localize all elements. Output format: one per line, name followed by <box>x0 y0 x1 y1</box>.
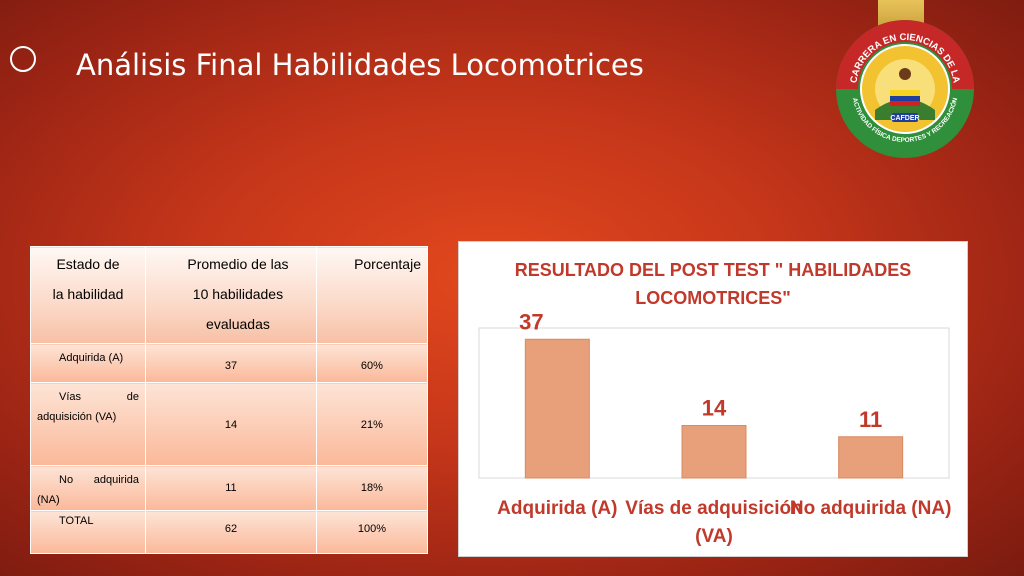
chart-canvas: RESULTADO DEL POST TEST " HABILIDADES LO… <box>478 260 952 547</box>
table-row: No adquirida (NA) 11 18% <box>29 465 429 511</box>
table-row: Adquirida (A) 37 60% <box>29 343 429 383</box>
cell-promedio: 62 <box>145 510 317 554</box>
cell-estado: Vías de adquisición (VA) <box>29 382 147 466</box>
cafder-logo: CAFDER CARRERA EN CIENCIAS DE LA ACTIVID… <box>834 18 976 165</box>
data-label-1: 14 <box>702 396 727 421</box>
header-porcentaje: Porcentaje <box>315 246 429 344</box>
chart-title-line-1: RESULTADO DEL POST TEST " HABILIDADES <box>515 260 912 280</box>
bar-2 <box>838 436 904 479</box>
chart-title-line-2: LOCOMOTRICES" <box>635 288 791 308</box>
cell-estado: No adquirida (NA) <box>29 465 147 511</box>
cell-porcentaje: 18% <box>315 465 429 511</box>
cell-estado: Adquirida (A) <box>29 343 147 383</box>
slide-title: Análisis Final Habilidades Locomotrices <box>76 48 644 82</box>
data-label-0: 37 <box>519 309 543 334</box>
category-label-2-0: No adquirida (NA) <box>790 498 952 519</box>
logo-acronym: CAFDER <box>890 115 919 122</box>
bar-chart: RESULTADO DEL POST TEST " HABILIDADES LO… <box>458 241 968 557</box>
cell-promedio: 37 <box>145 343 317 383</box>
data-label-2: 11 <box>859 407 882 432</box>
cell-porcentaje: 60% <box>315 343 429 383</box>
bar-0 <box>524 338 590 479</box>
table-header-row: Estado de la habilidad Promedio de las 1… <box>29 246 429 344</box>
bar-1 <box>681 425 747 479</box>
results-table: Estado de la habilidad Promedio de las 1… <box>29 246 429 554</box>
table-row-total: TOTAL 62 100% <box>29 510 429 554</box>
cell-estado: TOTAL <box>29 510 147 554</box>
cell-promedio: 14 <box>145 382 317 466</box>
cell-porcentaje: 21% <box>315 382 429 466</box>
title-bullet-icon <box>10 46 36 72</box>
category-label-0-0: Adquirida (A) <box>497 498 617 519</box>
category-label-1-1: (VA) <box>695 526 733 547</box>
table-row: Vías de adquisición (VA) 14 21% <box>29 382 429 466</box>
cell-promedio: 11 <box>145 465 317 511</box>
cell-porcentaje: 100% <box>315 510 429 554</box>
header-promedio: Promedio de las 10 habilidades evaluadas <box>145 246 317 344</box>
header-estado: Estado de la habilidad <box>29 246 147 344</box>
category-label-1-0: Vías de adquisición <box>625 498 802 519</box>
